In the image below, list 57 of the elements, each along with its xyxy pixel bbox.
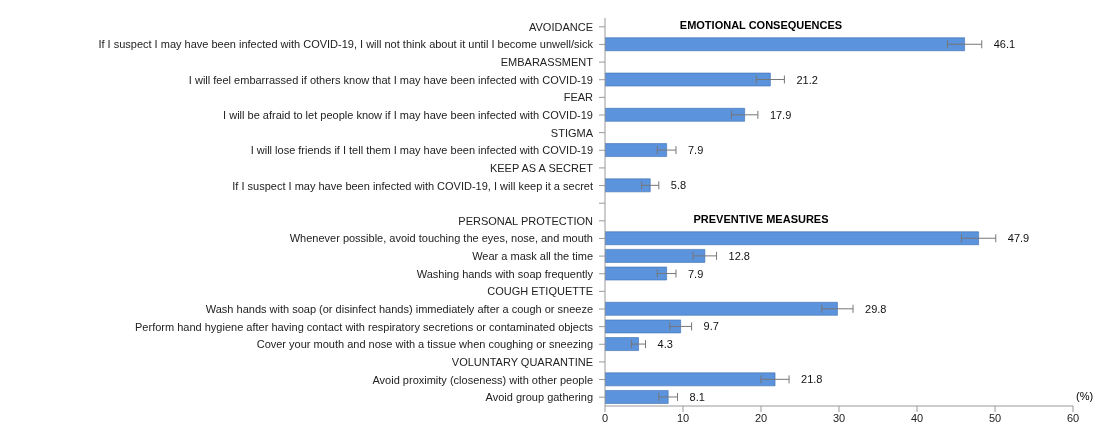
data-label: 7.9 [687, 144, 704, 157]
bar [605, 390, 669, 404]
y-tick-label: Avoid proximity (closeness) with other people [372, 373, 593, 386]
data-label: 8.1 [689, 390, 705, 403]
y-tick-label: Wear a mask all the time [472, 250, 593, 263]
y-tick-label: VOLUNTARY QUARANTINE [451, 355, 593, 368]
y-tick-label: If I suspect I may have been infected with COVID-19, I will not think about it until I become unwell/sick [98, 38, 594, 51]
bar [605, 143, 667, 157]
bar [605, 178, 651, 193]
data-label: 7.9 [687, 267, 704, 280]
y-tick-label: If I suspect I may have been infected with COVID-19, I will keep it a secret [232, 179, 593, 192]
y-tick-label: Avoid group gathering [485, 391, 593, 404]
y-tick-label: Cover your mouth and nose with a tissue when coughing or sneezing [256, 338, 593, 351]
y-tick-label: Perform hand hygiene after having contact with respiratory secretions or contaminated objects [135, 320, 594, 333]
y-tick-label: FEAR [563, 91, 594, 104]
bar [605, 372, 776, 387]
y-tick-label: I will be afraid to let people know if I may have been infected with COVID-19 [223, 109, 593, 121]
x-tick-label: 30 [832, 411, 846, 424]
data-label: 21.2 [796, 73, 818, 86]
y-tick-label: COUGH ETIQUETTE [487, 285, 593, 298]
y-tick-label: PERSONAL PROTECTION [458, 214, 594, 227]
bar [605, 302, 838, 316]
y-tick-label: STIGMA [550, 126, 594, 139]
annotation: EMOTIONAL CONSEQUENCES [678, 19, 844, 32]
data-label: 29.8 [865, 302, 887, 315]
y-tick-label: Wash hands with soap (or disinfect hands) immediately after a cough or sneeze [205, 303, 593, 315]
data-label: 5.8 [670, 179, 687, 192]
y-tick-label: Whenever possible, avoid touching the eyes, nose, and mouth [289, 232, 593, 245]
bar [605, 337, 639, 351]
x-tick-label: 40 [910, 411, 924, 424]
bar [605, 319, 681, 334]
data-label: 4.3 [657, 338, 673, 351]
x-tick-label: 10 [676, 411, 690, 424]
x-tick-label: 60 [1066, 411, 1080, 424]
bar [605, 37, 965, 52]
y-tick-label: KEEP AS A SECRET [489, 161, 594, 174]
x-tick-label: 20 [754, 411, 768, 424]
bar [605, 231, 979, 246]
y-tick-label: I will lose friends if I tell them I may have been infected with COVID-19 [250, 144, 593, 157]
annotation: PREVENTIVE MEASURES [692, 213, 830, 226]
x-tick-label: 50 [988, 411, 1002, 424]
x-axis-title: (%) [1076, 390, 1094, 402]
y-tick-label: AVOIDANCE [529, 20, 593, 33]
x-tick-label: 0 [601, 411, 609, 424]
data-label: 17.9 [769, 108, 792, 121]
bar [605, 72, 771, 87]
y-tick-label: I will feel embarrassed if others know that I may have been infected with COVID-19 [188, 73, 593, 86]
data-label: 46.1 [993, 38, 1016, 51]
bar [605, 108, 745, 122]
y-tick-label: EMBARASSMENT [500, 56, 594, 69]
y-tick-label: Washing hands with soap frequently [416, 267, 594, 280]
data-label: 9.7 [703, 320, 719, 333]
data-label: 47.9 [1007, 232, 1030, 245]
bar [605, 249, 706, 263]
data-label: 12.8 [728, 249, 750, 262]
bar [605, 266, 667, 281]
data-label: 21.8 [801, 373, 823, 386]
